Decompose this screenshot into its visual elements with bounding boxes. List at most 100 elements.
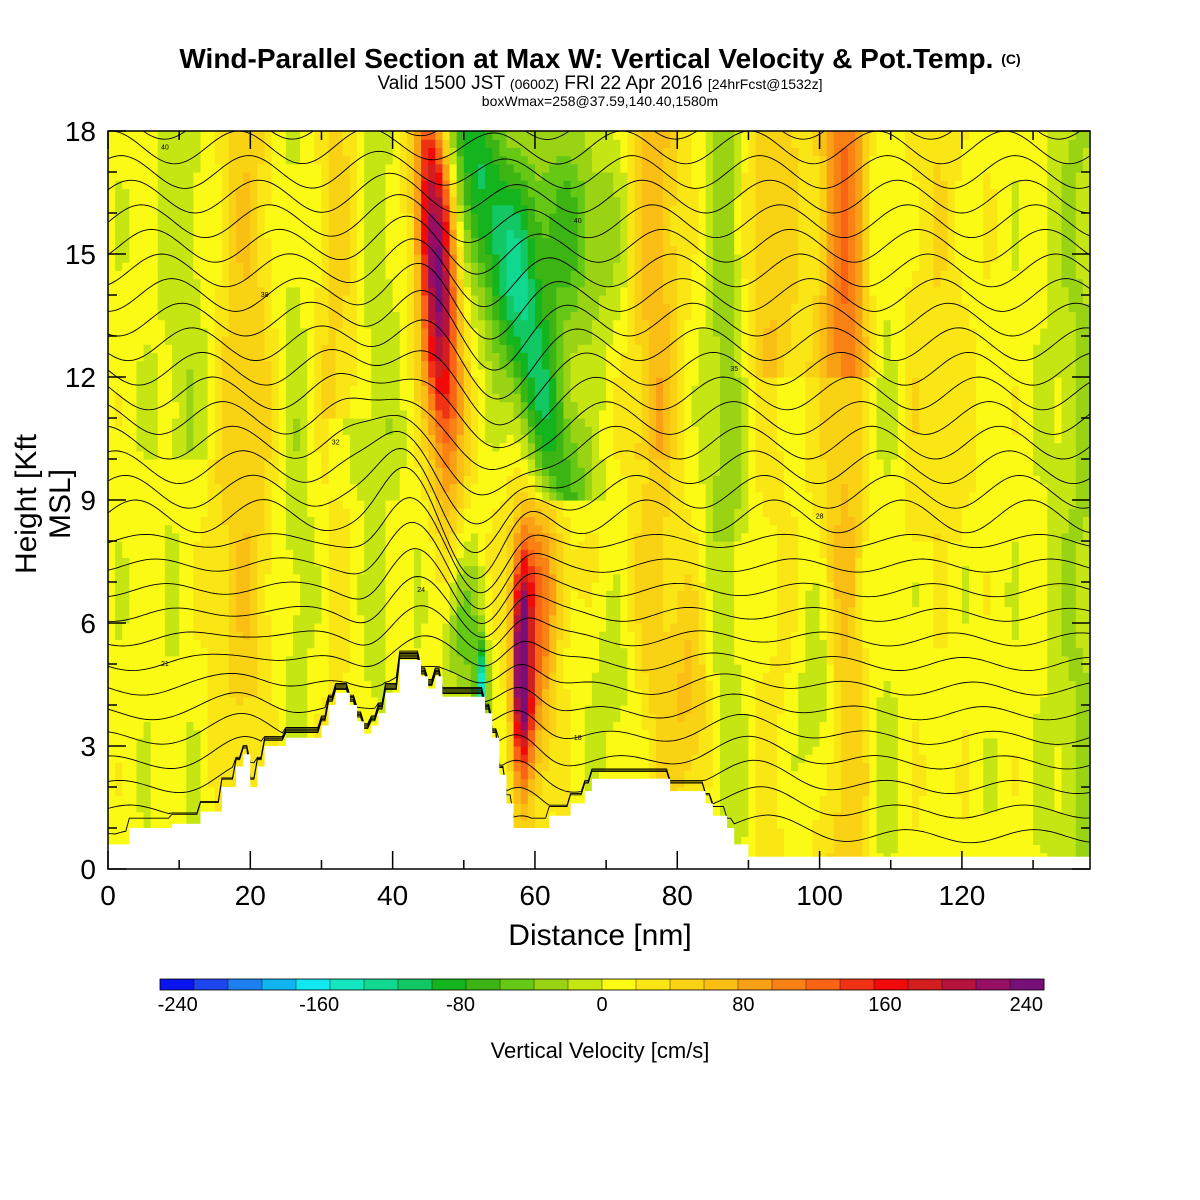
velocity-cell — [172, 180, 180, 189]
velocity-cell — [492, 319, 500, 329]
velocity-cell — [122, 664, 130, 673]
velocity-cell — [413, 352, 422, 362]
velocity-cell — [349, 426, 358, 435]
velocity-cell — [236, 705, 244, 714]
velocity-cell — [435, 459, 444, 468]
velocity-cell — [456, 475, 465, 485]
velocity-cell — [300, 442, 308, 452]
velocity-cell — [214, 762, 223, 772]
velocity-cell — [243, 336, 251, 345]
velocity-cell — [406, 541, 415, 550]
velocity-cell — [221, 237, 230, 247]
velocity-cell — [179, 131, 187, 140]
velocity-cell — [271, 155, 280, 165]
velocity-cell — [492, 377, 500, 386]
velocity-cell — [314, 155, 323, 165]
velocity-cell — [271, 606, 280, 616]
velocity-cell — [364, 491, 372, 501]
velocity-cell — [392, 172, 401, 181]
velocity-cell — [449, 434, 458, 444]
velocity-cell — [257, 614, 266, 624]
velocity-cell — [442, 434, 451, 444]
velocity-cell — [257, 155, 266, 165]
velocity-cell — [307, 295, 315, 304]
velocity-cell — [364, 147, 372, 157]
velocity-cell — [357, 245, 365, 255]
velocity-cell — [421, 336, 429, 345]
velocity-cell — [300, 278, 308, 288]
velocity-cell — [485, 614, 493, 624]
velocity-cell — [207, 229, 216, 239]
velocity-cell — [421, 327, 429, 337]
velocity-cell — [349, 180, 358, 189]
velocity-cell — [478, 532, 486, 542]
velocity-cell — [293, 705, 301, 714]
velocity-cell — [293, 639, 301, 649]
velocity-cell — [385, 163, 394, 173]
velocity-cell — [470, 303, 479, 312]
velocity-cell — [228, 639, 237, 649]
velocity-cell — [442, 680, 451, 690]
velocity-cell — [136, 803, 145, 813]
velocity-cell — [492, 336, 500, 345]
velocity-cell — [321, 352, 330, 362]
velocity-cell — [293, 696, 301, 706]
velocity-cell — [271, 303, 280, 312]
velocity-cell — [172, 262, 180, 271]
velocity-cell — [250, 155, 259, 165]
velocity-cell — [143, 541, 152, 550]
velocity-cell — [442, 155, 451, 165]
velocity-cell — [150, 295, 159, 304]
velocity-cell — [186, 524, 194, 534]
velocity-cell — [399, 311, 408, 321]
velocity-cell — [136, 426, 145, 435]
velocity-cell — [307, 614, 315, 624]
velocity-cell — [285, 590, 294, 599]
velocity-cell — [357, 664, 365, 673]
velocity-cell — [172, 606, 180, 616]
velocity-cell — [278, 221, 287, 230]
velocity-cell — [293, 344, 301, 353]
velocity-cell — [150, 705, 159, 714]
velocity-cell — [108, 762, 116, 772]
velocity-cell — [470, 229, 479, 239]
velocity-cell — [108, 680, 116, 690]
velocity-cell — [200, 770, 209, 780]
velocity-cell — [278, 213, 287, 222]
velocity-cell — [214, 524, 223, 534]
velocity-cell — [364, 237, 372, 247]
velocity-cell — [108, 631, 116, 640]
velocity-cell — [143, 516, 152, 526]
velocity-cell — [129, 483, 138, 493]
velocity-cell — [413, 639, 422, 649]
velocity-cell — [357, 524, 365, 534]
velocity-cell — [364, 664, 372, 673]
velocity-cell — [150, 598, 159, 608]
velocity-cell — [470, 295, 479, 304]
velocity-cell — [463, 418, 472, 427]
velocity-cell — [285, 434, 294, 444]
velocity-cell — [463, 459, 472, 468]
velocity-cell — [243, 516, 251, 526]
velocity-cell — [463, 180, 472, 189]
velocity-cell — [285, 573, 294, 583]
velocity-cell — [392, 270, 401, 280]
velocity-cell — [449, 196, 458, 206]
velocity-cell — [207, 295, 216, 304]
velocity-cell — [385, 614, 394, 624]
velocity-cell — [364, 418, 372, 427]
velocity-cell — [193, 147, 202, 157]
velocity-cell — [357, 336, 365, 345]
velocity-cell — [442, 303, 451, 312]
velocity-cell — [193, 401, 202, 411]
velocity-cell — [285, 245, 294, 255]
velocity-cell — [392, 229, 401, 239]
velocity-cell — [136, 459, 145, 468]
velocity-cell — [115, 696, 123, 706]
velocity-cell — [478, 614, 486, 624]
velocity-cell — [478, 459, 486, 468]
velocity-cell — [236, 475, 244, 485]
velocity-cell — [314, 729, 323, 739]
velocity-cell — [143, 688, 152, 698]
velocity-cell — [485, 639, 493, 649]
